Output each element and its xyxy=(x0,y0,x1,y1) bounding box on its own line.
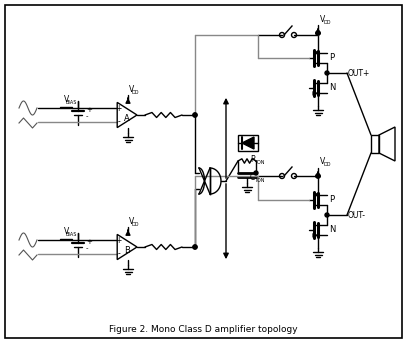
Text: Figure 2. Mono Class D amplifier topology: Figure 2. Mono Class D amplifier topolog… xyxy=(109,324,297,333)
Circle shape xyxy=(325,213,329,217)
Text: N: N xyxy=(329,225,335,235)
Text: V: V xyxy=(64,95,70,104)
Text: -: - xyxy=(117,249,120,258)
Text: V: V xyxy=(64,226,70,236)
Circle shape xyxy=(254,171,258,175)
Text: +: + xyxy=(86,239,92,245)
Text: V: V xyxy=(320,157,325,166)
Text: DD: DD xyxy=(324,163,331,167)
Text: -: - xyxy=(86,113,88,119)
Text: N: N xyxy=(329,83,335,93)
Text: TON: TON xyxy=(254,177,265,182)
Text: DD: DD xyxy=(132,223,140,227)
Circle shape xyxy=(325,71,329,75)
Text: OUT+: OUT+ xyxy=(348,69,370,78)
Text: -: - xyxy=(86,245,88,251)
Bar xyxy=(371,135,379,153)
Polygon shape xyxy=(242,137,254,149)
Bar xyxy=(238,135,258,151)
Text: A: A xyxy=(124,114,130,123)
Text: +: + xyxy=(116,236,122,245)
Text: P: P xyxy=(329,54,334,62)
Text: BIAS: BIAS xyxy=(65,99,77,105)
Text: DD: DD xyxy=(324,20,331,24)
Text: -: - xyxy=(117,117,120,126)
Text: R: R xyxy=(250,154,255,164)
Circle shape xyxy=(316,31,320,35)
Text: C: C xyxy=(250,173,255,181)
Text: V: V xyxy=(129,85,134,95)
Text: OUT-: OUT- xyxy=(348,211,366,220)
Circle shape xyxy=(316,174,320,178)
Text: V: V xyxy=(320,14,325,24)
Text: P: P xyxy=(329,196,334,204)
Circle shape xyxy=(193,113,197,117)
Text: TON: TON xyxy=(254,159,265,165)
Circle shape xyxy=(193,245,197,249)
Text: B: B xyxy=(124,246,130,255)
Text: BIAS: BIAS xyxy=(65,232,77,237)
Text: +: + xyxy=(86,107,92,113)
Text: DD: DD xyxy=(132,91,140,95)
Text: +: + xyxy=(116,104,122,113)
Circle shape xyxy=(316,174,320,178)
Text: V: V xyxy=(129,217,134,226)
Circle shape xyxy=(193,113,197,117)
Circle shape xyxy=(316,31,320,35)
Circle shape xyxy=(193,245,197,249)
